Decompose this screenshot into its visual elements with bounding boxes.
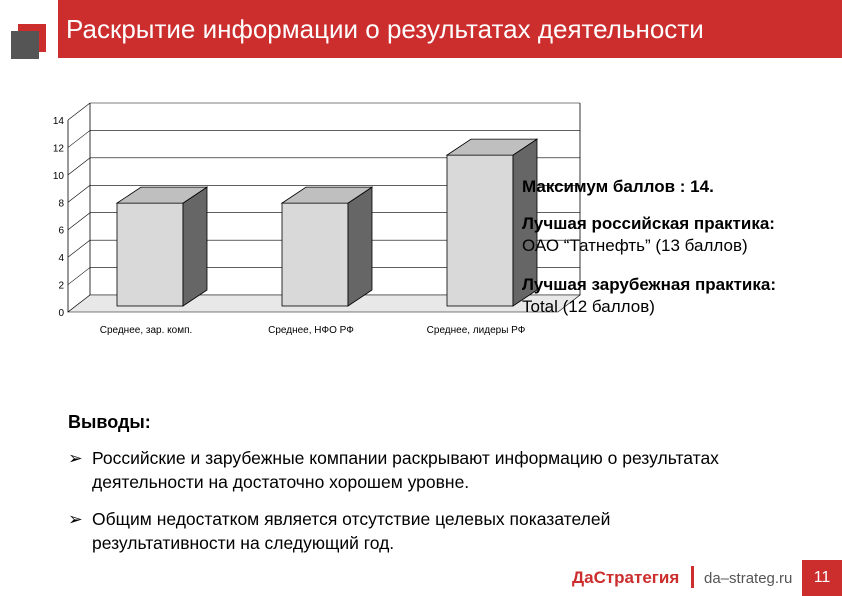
best-russian-note: Лучшая российская практика: ОАО “Татнефт… — [522, 213, 775, 257]
footer-url: da–strateg.ru — [704, 570, 793, 587]
logo-square-gray — [11, 31, 39, 59]
chart-x-labels: Среднее, зар. комп. Среднее, НФО РФ Средне… — [100, 325, 526, 336]
bar-top — [445, 138, 539, 156]
side-wall-line — [67, 239, 91, 258]
page-number: 11 — [802, 560, 842, 596]
conclusions-title: Выводы: — [68, 412, 151, 432]
arrow-bullet-icon: ➢ — [68, 509, 83, 529]
y-tick-label: 2 — [58, 281, 64, 292]
side-wall-line — [67, 267, 91, 285]
bar-side — [347, 186, 373, 307]
best-foreign-value: Total (12 баллов) — [522, 297, 655, 316]
page-title: Раскрытие информации о результатах деяте… — [66, 14, 704, 44]
conclusion-item-1: ➢ Российские и зарубежные компании раскр… — [68, 446, 748, 494]
y-tick-label: 0 — [58, 308, 64, 319]
x-category-label: Среднее, НФО РФ — [268, 325, 354, 336]
title-bar — [58, 0, 842, 58]
y-tick-label: 4 — [58, 253, 64, 264]
x-category-label: Среднее, зар. комп. — [100, 325, 193, 336]
side-wall-line — [67, 185, 91, 203]
footer-separator — [691, 566, 694, 588]
side-wall-line — [67, 212, 91, 230]
side-wall-line — [67, 130, 91, 148]
y-tick-label: 10 — [53, 171, 65, 182]
bar — [281, 202, 349, 307]
y-tick-label: 14 — [53, 116, 65, 127]
brand-logo: ДаСтратегия — [572, 568, 680, 587]
conclusion-text-2: Общим недостатком является отсутствие це… — [92, 509, 611, 553]
y-tick-label: 12 — [53, 143, 65, 154]
y-tick-label: 6 — [58, 226, 64, 237]
y-tick-label: 8 — [58, 198, 64, 209]
side-wall-line — [67, 102, 91, 121]
x-category-label: Среднее, лидеры РФ — [427, 325, 526, 336]
best-russian-value: ОАО “Татнефть” (13 баллов) — [522, 236, 748, 255]
bar — [116, 202, 184, 307]
bar-top — [280, 186, 374, 204]
best-foreign-note: Лучшая зарубежная практика: Total (12 ба… — [522, 274, 776, 318]
best-russian-title: Лучшая российская практика: — [522, 214, 775, 233]
best-foreign-title: Лучшая зарубежная практика: — [522, 275, 776, 294]
conclusion-text-1: Российские и зарубежные компании раскрыв… — [92, 448, 719, 492]
chart-bars — [115, 138, 539, 307]
arrow-bullet-icon: ➢ — [68, 448, 83, 468]
conclusion-item-2: ➢ Общим недостатком является отсутствие … — [68, 507, 748, 555]
chart-y-ticks: 0 2 4 6 8 10 12 14 — [53, 116, 65, 319]
max-score-text: Максимум баллов : 14. — [522, 177, 714, 196]
bar-top — [115, 186, 209, 204]
side-wall-line — [67, 157, 91, 176]
bar-side — [182, 186, 208, 307]
max-score-note: Максимум баллов : 14. — [522, 176, 714, 198]
bar — [446, 154, 514, 307]
